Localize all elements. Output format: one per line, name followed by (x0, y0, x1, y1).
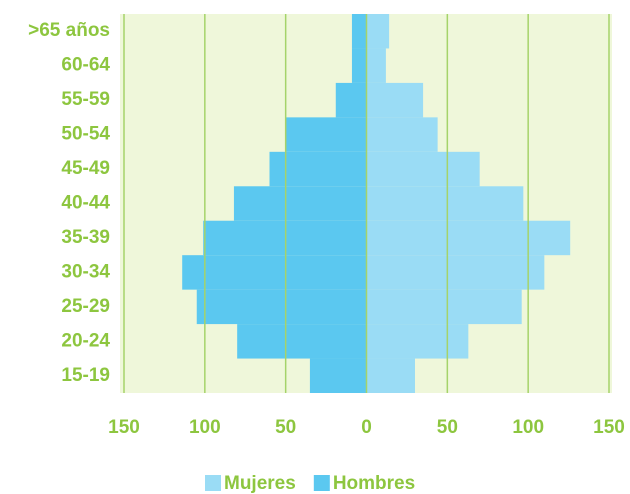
y-tick-label: 25-29 (61, 296, 110, 317)
bar (366, 186, 524, 221)
x-tick-label: 150 (108, 417, 140, 438)
bar (366, 48, 386, 83)
y-tick-label: 35-39 (61, 227, 110, 248)
x-tick-label: 0 (361, 417, 372, 438)
bar (269, 151, 367, 187)
bar (233, 186, 367, 221)
bar (335, 82, 367, 118)
bar (366, 151, 480, 187)
bar (182, 255, 367, 290)
legend-label: Hombres (333, 473, 415, 494)
y-tick-label: 30-34 (61, 261, 110, 282)
bar (309, 358, 367, 393)
y-tick-label: 50-54 (61, 124, 110, 145)
bar (366, 82, 424, 118)
bar (366, 14, 390, 49)
bar (366, 255, 545, 290)
x-tick-label: 50 (275, 417, 296, 438)
y-tick-label: 60-64 (61, 55, 110, 76)
legend-swatch (313, 475, 330, 491)
y-tick-label: 15-19 (61, 365, 110, 386)
bar (237, 324, 367, 359)
y-tick-label: 40-44 (61, 193, 110, 214)
bar (351, 14, 367, 49)
legend-swatch (205, 475, 221, 491)
bar (203, 220, 367, 256)
bar (366, 220, 571, 256)
x-tick-label: 100 (512, 417, 544, 438)
legend-label: Mujeres (224, 473, 296, 494)
bar (366, 358, 415, 393)
x-tick-label: 100 (189, 417, 221, 438)
bar (196, 289, 367, 325)
bar (366, 324, 469, 359)
y-tick-label: 55-59 (61, 89, 110, 110)
bar (285, 117, 367, 152)
bar (366, 117, 438, 152)
bar (366, 289, 522, 325)
bar (351, 48, 367, 83)
y-tick-label: 45-49 (61, 158, 110, 179)
y-tick-label: >65 años (28, 20, 110, 41)
x-tick-label: 150 (593, 417, 625, 438)
x-tick-label: 50 (437, 417, 458, 438)
y-tick-label: 20-24 (61, 330, 110, 351)
